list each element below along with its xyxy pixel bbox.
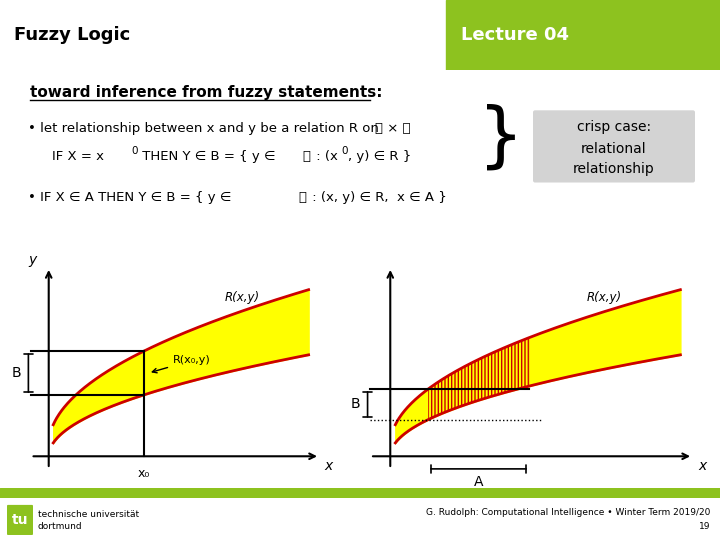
Text: • let relationship between x and y be a relation R on: • let relationship between x and y be a … [28,123,383,136]
Text: 19: 19 [698,522,710,531]
Text: 0: 0 [131,146,138,157]
Text: A: A [474,475,483,489]
Text: R(x,y): R(x,y) [225,291,260,303]
Text: crisp case:: crisp case: [577,120,651,134]
Text: IF X = x: IF X = x [52,151,104,164]
FancyBboxPatch shape [7,505,33,535]
Text: x: x [325,460,333,474]
Text: R(x,y): R(x,y) [587,291,622,303]
Text: x: x [698,460,706,474]
Text: Lecture 04: Lecture 04 [461,26,569,44]
Text: toward inference from fuzzy statements:: toward inference from fuzzy statements: [30,85,382,100]
Text: }: } [478,104,524,173]
Text: , y) ∈ R }: , y) ∈ R } [348,151,411,164]
Bar [0,0,446,70]
Text: x₀: x₀ [138,467,150,480]
Text: 풴: 풴 [298,191,306,204]
Text: • IF X ∈ A THEN Y ∈ B = { y ∈: • IF X ∈ A THEN Y ∈ B = { y ∈ [28,191,231,204]
Text: R(x₀,y): R(x₀,y) [153,355,211,373]
Text: 풳 × 풴: 풳 × 풴 [375,123,410,136]
Text: relational: relational [581,143,647,157]
FancyBboxPatch shape [533,110,695,183]
Text: B: B [12,366,22,380]
Text: 풴: 풴 [302,151,310,164]
Text: y: y [29,253,37,267]
Bar [446,0,720,70]
Text: : (x: : (x [312,151,338,164]
Text: B: B [351,397,360,411]
Text: 0: 0 [341,146,348,157]
Text: tu: tu [12,513,28,527]
Text: dortmund: dortmund [38,522,83,531]
Text: relationship: relationship [573,163,655,177]
Text: : (x, y) ∈ R,  x ∈ A }: : (x, y) ∈ R, x ∈ A } [308,191,446,204]
Text: Fuzzy Logic: Fuzzy Logic [14,26,130,44]
Text: G. Rudolph: Computational Intelligence • Winter Term 2019/20: G. Rudolph: Computational Intelligence •… [426,508,710,517]
Text: technische universität: technische universität [38,510,139,519]
Text: THEN Y ∈ B = { y ∈: THEN Y ∈ B = { y ∈ [138,151,280,164]
